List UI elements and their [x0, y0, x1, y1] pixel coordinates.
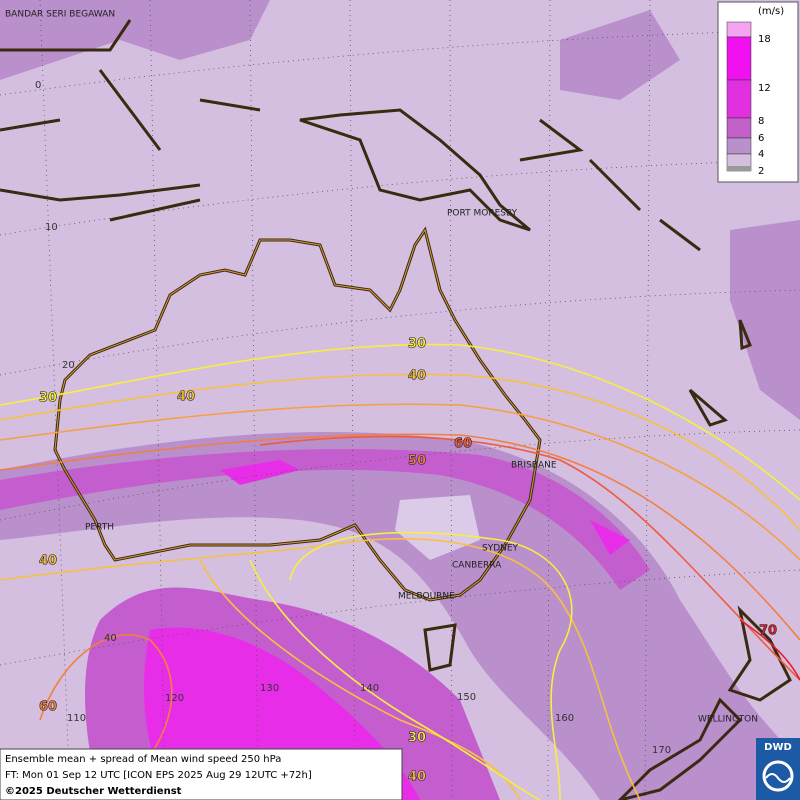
- latitude-line: [0, 29, 800, 96]
- legend-tick-label: 6: [758, 133, 764, 144]
- contour-label: 40: [408, 369, 426, 384]
- contour-line: [0, 433, 800, 641]
- contour-label: 40: [408, 770, 426, 785]
- logo-text: DWD: [764, 742, 792, 753]
- contour-label: 40: [39, 554, 57, 569]
- contour-line: [39, 634, 173, 781]
- spread-area: [560, 10, 680, 100]
- legend-swatch: [726, 36, 752, 81]
- legend-swatch: [726, 21, 752, 38]
- coastline: [299, 108, 531, 232]
- contour-label: 30: [39, 391, 57, 406]
- coastline: [0, 19, 701, 252]
- coastline: [617, 319, 792, 800]
- graticule-label: 20: [62, 360, 75, 371]
- contour-label: 30: [408, 337, 426, 352]
- contour-line: [0, 403, 800, 561]
- legend-tick-label: 12: [758, 83, 771, 94]
- contour-line: [249, 559, 541, 800]
- legend-swatch: [727, 166, 751, 171]
- legend-swatch: [726, 137, 752, 155]
- contour-label: 60: [454, 437, 472, 452]
- latitude-line: [0, 429, 800, 521]
- city-label: SYDNEY: [482, 544, 519, 554]
- legend-tick-label: 8: [758, 116, 764, 127]
- spread-area: [0, 449, 650, 590]
- graticule-label: 140: [360, 683, 379, 694]
- legend-ticks: 18 12 8 6 4 2: [758, 34, 771, 177]
- contours: [0, 343, 800, 800]
- city-label: BRISBANE: [511, 461, 557, 471]
- legend-swatch: [726, 79, 752, 119]
- graticule-label: 160: [555, 713, 574, 724]
- logo: DWD: [756, 738, 800, 800]
- legend-tick-label: 2: [758, 166, 764, 177]
- graticule-label: 120: [165, 693, 184, 704]
- contour-line: [259, 435, 800, 681]
- legend-tick-label: 4: [758, 149, 764, 160]
- contour-label: 60: [39, 700, 57, 715]
- contour-label: 40: [177, 390, 195, 405]
- logo-icon: [762, 760, 794, 792]
- graticule-label: 110: [67, 713, 86, 724]
- spread-area: [730, 220, 800, 420]
- contour-line: [199, 559, 521, 800]
- logo-icon: [765, 773, 791, 783]
- contour-label: 30: [408, 731, 426, 746]
- graticule-label: 150: [457, 692, 476, 703]
- legend-unit: (m/s): [758, 6, 784, 17]
- legend-tick-label: 18: [758, 34, 771, 45]
- city-label: WELLINGTON: [698, 715, 758, 725]
- graticule-label: 10: [45, 222, 58, 233]
- city-label: MELBOURNE: [398, 592, 455, 602]
- contour-label: 70: [759, 624, 777, 639]
- legend-swatch: [726, 117, 752, 139]
- labels: BANDAR SERI BEGAWAN PORT MORESBY BRISBANE P…: [5, 10, 777, 785]
- coastline: [423, 623, 457, 672]
- footer-line: Ensemble mean + spread of Mean wind spee…: [5, 754, 281, 765]
- graticule-label: 170: [652, 745, 671, 756]
- contour-line: [0, 373, 800, 531]
- longitude-line: [39, 0, 651, 800]
- contour-line: [0, 538, 641, 800]
- graticule-label: 130: [260, 683, 279, 694]
- legend: (m/s) 18 12 8 6 4 2: [717, 1, 799, 183]
- city-label: BANDAR SERI BEGAWAN: [5, 10, 115, 20]
- contour-line: [289, 531, 573, 800]
- footer-line: FT: Mon 01 Sep 12 UTC [ICON EPS 2025 Aug…: [5, 770, 312, 781]
- contour-label: 50: [408, 454, 426, 469]
- footer: Ensemble mean + spread of Mean wind spee…: [0, 748, 403, 800]
- city-label: PERTH: [85, 523, 114, 533]
- graticule-label: 0: [35, 80, 41, 91]
- spread-area: [0, 0, 270, 80]
- city-label: CANBERRA: [452, 561, 502, 571]
- contour-line: [739, 619, 800, 681]
- latitude-line: [0, 289, 800, 376]
- graticule-label: 40: [104, 633, 117, 644]
- spread-area: [220, 460, 630, 555]
- footer-line: ©2025 Deutscher Wetterdienst: [5, 786, 182, 797]
- city-label: PORT MORESBY: [447, 209, 518, 219]
- footer-box: [0, 748, 403, 800]
- contour-line: [0, 343, 800, 501]
